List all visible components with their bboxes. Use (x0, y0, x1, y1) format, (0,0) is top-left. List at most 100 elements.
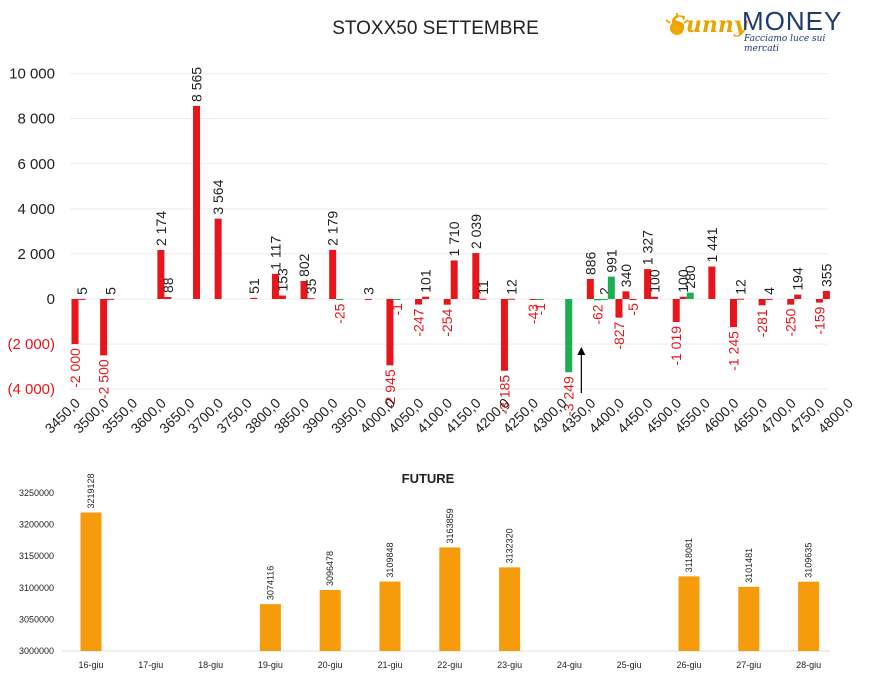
data-label: 12 (732, 279, 748, 295)
bar (393, 299, 401, 300)
x-tick-label: 26-giu (676, 660, 701, 670)
bar (259, 604, 281, 651)
bar (500, 299, 508, 371)
data-label: 5 (74, 287, 90, 295)
y-tick-label: 3200000 (19, 520, 54, 530)
bar (622, 291, 630, 299)
y-tick-label: 3150000 (19, 551, 54, 561)
data-label: 340 (618, 264, 634, 288)
chart-title: FUTURE (402, 471, 455, 486)
data-label: 101 (418, 269, 434, 293)
sunny-money-logo: Sunny MONEY Facciamo luce sui mercati (662, 6, 862, 54)
y-tick-label: (2 000) (7, 336, 55, 353)
bar (329, 249, 337, 299)
bar (736, 298, 744, 300)
y-tick-label: 3000000 (19, 646, 54, 656)
data-label: 3163859 (445, 508, 455, 543)
data-label: -2 000 (67, 348, 83, 388)
bar (507, 298, 515, 300)
y-tick-label: 4 000 (17, 201, 55, 218)
data-label: 11 (475, 280, 491, 295)
bar (615, 299, 623, 318)
sun-icon (665, 13, 689, 35)
x-tick-label: 18-giu (198, 660, 223, 670)
x-tick-label: 23-giu (497, 660, 522, 670)
x-tick-label: 19-giu (258, 660, 283, 670)
bar (450, 260, 458, 299)
x-tick-label: 21-giu (377, 660, 402, 670)
data-label: -25 (332, 303, 348, 323)
y-tick-label: 3250000 (19, 488, 54, 498)
bar (765, 298, 773, 300)
bar (499, 567, 521, 651)
bar (379, 581, 401, 651)
y-tick-label: 10 000 (9, 66, 55, 83)
bar (71, 299, 79, 345)
bar (157, 249, 165, 299)
data-label: 35 (303, 278, 319, 294)
data-label: -1 019 (668, 326, 684, 366)
bar (336, 299, 344, 300)
bar (107, 298, 115, 300)
bar (364, 298, 372, 300)
bar (678, 576, 700, 651)
bar (193, 105, 201, 299)
data-label: 153 (274, 268, 290, 292)
y-tick-label: 3100000 (19, 583, 54, 593)
data-label: -281 (754, 309, 770, 337)
data-label: -1 (389, 303, 405, 316)
bar (472, 253, 480, 299)
x-tick-label: 22-giu (437, 660, 462, 670)
bar (80, 512, 102, 651)
bar (271, 273, 279, 299)
data-label: 51 (246, 278, 262, 294)
y-tick-label: (4 000) (7, 381, 55, 398)
data-label: -254 (439, 309, 455, 337)
logo-tagline: Facciamo luce sui mercati (744, 34, 826, 54)
data-label: 3109848 (385, 543, 395, 578)
bar (307, 298, 315, 300)
data-label: 100 (647, 269, 663, 293)
data-label: -247 (411, 308, 427, 336)
data-label: 3118081 (684, 538, 694, 572)
bar (738, 586, 760, 651)
bar (815, 299, 823, 303)
bar (443, 299, 451, 305)
data-label: 3074116 (265, 566, 275, 600)
data-label: 1 327 (640, 230, 656, 265)
data-label: 2 (596, 287, 612, 295)
bar (729, 299, 737, 328)
bar (214, 218, 222, 299)
data-label: 88 (160, 277, 176, 293)
data-label: 3109635 (804, 543, 814, 578)
x-tick-label: 20-giu (318, 660, 343, 670)
bar (319, 590, 341, 651)
data-label: -2 500 (96, 359, 112, 399)
data-label: 3101481 (744, 548, 754, 583)
bar (250, 297, 258, 299)
data-label: -250 (783, 308, 799, 336)
bar (822, 290, 830, 299)
data-label: 3 564 (210, 179, 226, 214)
data-label: 1 441 (704, 227, 720, 262)
data-label: 2 039 (468, 214, 484, 249)
data-label: 1 117 (267, 236, 283, 270)
x-tick-label: 16-giu (78, 660, 103, 670)
data-label: 5 (103, 287, 119, 295)
options-bar-chart: (4 000) (2 000) 0 2 000 4 000 6 000 8 000 10 00… (7, 66, 856, 437)
bar (565, 299, 573, 373)
bar (479, 298, 487, 300)
x-tick-label: 25-giu (617, 660, 642, 670)
y-tick-label: 0 (47, 291, 55, 308)
x-tick-label: 24-giu (557, 660, 582, 670)
data-label: 991 (603, 249, 619, 273)
bar (651, 296, 659, 299)
bar (794, 294, 802, 299)
data-label: 355 (818, 263, 834, 287)
data-label: -62 (589, 304, 605, 324)
bar (798, 581, 820, 651)
data-label: -1 245 (725, 331, 741, 371)
bar (708, 266, 716, 299)
data-label: 194 (790, 267, 806, 291)
data-label: 12 (503, 279, 519, 295)
